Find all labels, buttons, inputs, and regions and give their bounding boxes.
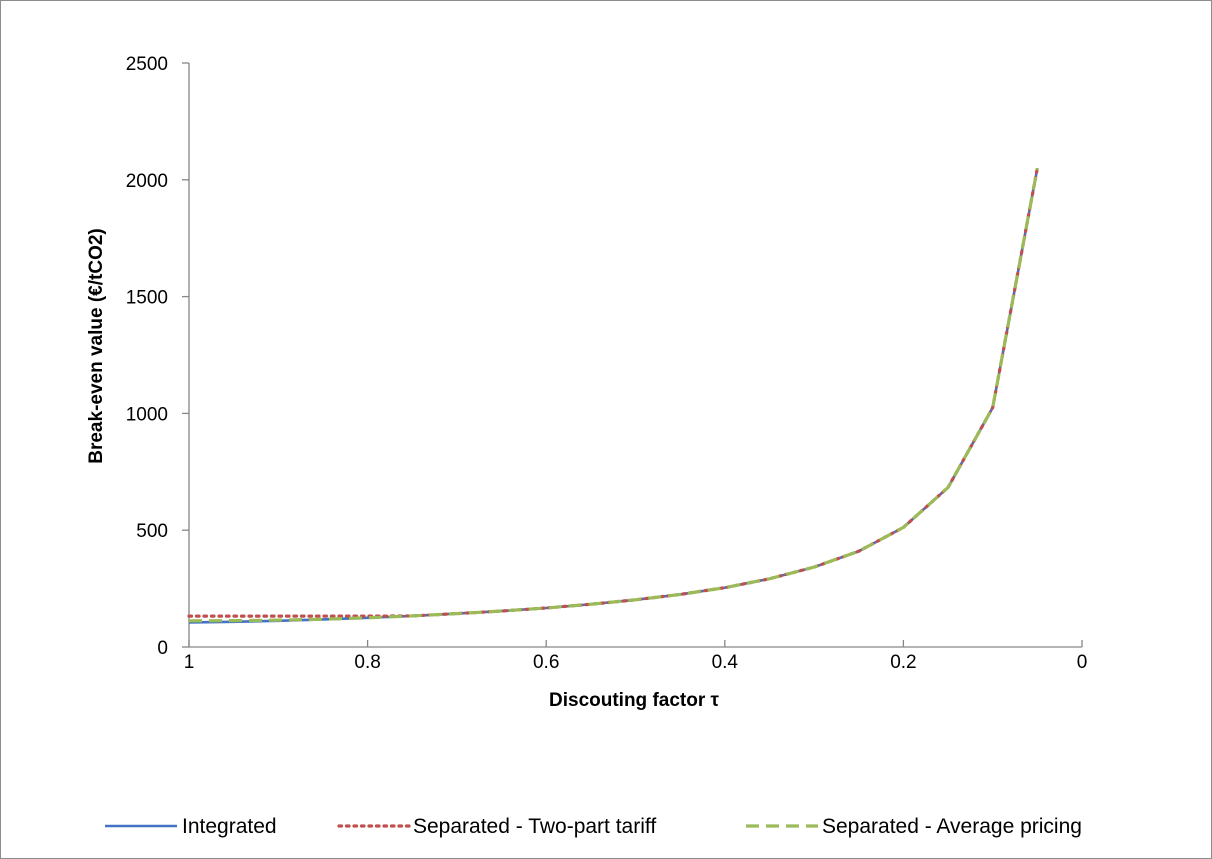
series-line-2 <box>187 166 1039 618</box>
y-axis-title: Break-even value (€/tCO2) <box>86 228 107 464</box>
y-tick-label: 0 <box>157 638 168 659</box>
x-tick-label: 0.2 <box>890 652 916 673</box>
series-line-1 <box>188 167 1039 624</box>
y-tick-label: 1000 <box>126 404 168 425</box>
legend: Integrated Separated - Two-part tariff Sep… <box>105 815 1082 838</box>
y-tick-label: 500 <box>136 521 168 542</box>
x-tick-label: 0.4 <box>712 652 739 673</box>
x-tick-label: 0 <box>1077 652 1088 673</box>
legend-label-1: Integrated <box>182 815 277 838</box>
y-tick-label: 2000 <box>126 171 168 192</box>
y-tick-label: 2500 <box>126 54 168 75</box>
x-axis-title: Discouting factor τ <box>549 690 720 711</box>
legend-label-3: Separated - Average pricing <box>822 815 1082 838</box>
y-tick-label: 1500 <box>126 288 168 309</box>
axes: 0 500 1000 1500 2000 2500 1 0.8 0.6 0.4 0.2 0 <box>126 54 1088 673</box>
x-tick-label: 0.6 <box>533 652 559 673</box>
series-line-3 <box>188 167 1039 623</box>
x-tick-label: 0.8 <box>354 652 380 673</box>
legend-label-2: Separated - Two-part tariff <box>413 815 656 838</box>
plot-lines <box>187 166 1039 624</box>
x-tick-label: 1 <box>184 652 195 673</box>
